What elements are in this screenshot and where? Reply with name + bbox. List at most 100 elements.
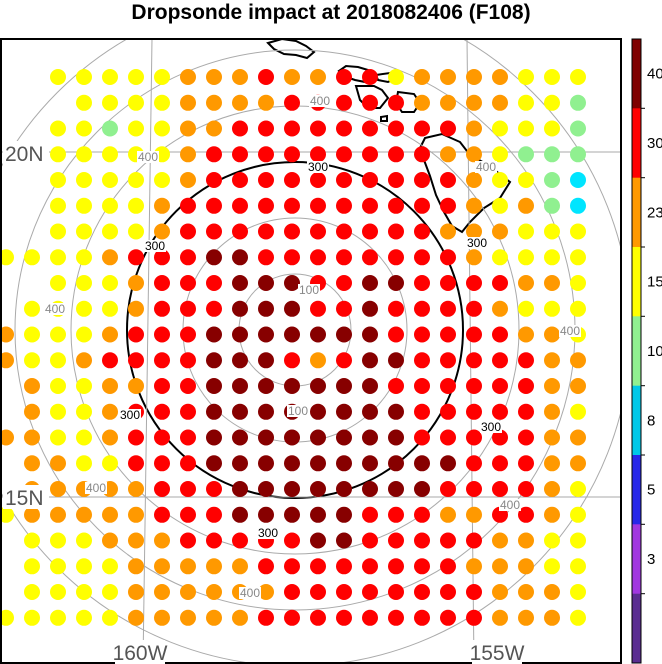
impact-point	[154, 481, 170, 497]
impact-point	[154, 94, 170, 111]
impact-point	[76, 558, 92, 575]
impact-point	[232, 378, 248, 394]
impact-point	[414, 249, 430, 266]
impact-point	[544, 197, 560, 214]
impact-point	[492, 403, 508, 420]
colorbar-segment	[632, 108, 641, 179]
impact-point	[466, 532, 482, 549]
impact-point	[388, 249, 404, 266]
impact-point	[258, 120, 274, 137]
impact-point	[232, 275, 248, 291]
impact-point	[414, 197, 430, 214]
impact-point	[570, 146, 586, 163]
impact-point	[154, 275, 170, 291]
colorbar-segment	[632, 385, 641, 456]
impact-point	[50, 249, 66, 266]
impact-point	[206, 172, 222, 188]
impact-point	[284, 609, 300, 626]
impact-point	[128, 378, 144, 394]
impact-point	[154, 352, 170, 369]
impact-point	[544, 223, 560, 240]
impact-point	[336, 300, 352, 317]
range-ring-label: 100	[288, 404, 308, 418]
impact-point	[24, 249, 40, 266]
impact-point	[154, 558, 170, 575]
impact-point	[414, 94, 430, 111]
impact-point	[102, 120, 118, 137]
impact-point	[362, 352, 378, 369]
impact-point	[284, 249, 300, 266]
impact-point	[102, 223, 118, 240]
impact-point	[258, 558, 274, 575]
impact-point	[310, 558, 326, 575]
impact-point	[102, 558, 118, 575]
impact-point	[284, 120, 300, 137]
impact-point	[414, 120, 430, 137]
axis-labels: 20N 15N 160W 155W	[3, 141, 525, 664]
impact-point	[336, 223, 352, 240]
impact-point	[284, 558, 300, 575]
impact-point	[310, 378, 326, 394]
impact-point	[154, 455, 170, 472]
impact-point	[336, 429, 352, 446]
impact-point	[76, 172, 92, 188]
impact-point	[466, 197, 482, 214]
impact-point	[206, 558, 222, 575]
impact-point	[362, 429, 378, 446]
impact-point	[440, 172, 456, 188]
impact-point	[180, 558, 196, 575]
impact-point	[206, 532, 222, 549]
impact-point	[258, 172, 274, 188]
impact-point	[544, 532, 560, 549]
impact-point	[76, 275, 92, 291]
impact-point	[466, 300, 482, 317]
impact-point	[258, 352, 274, 369]
chart-title: Dropsonde impact at 2018082406 (F108)	[131, 1, 531, 24]
range-ring-label: 400	[86, 481, 106, 495]
range-ring-label-bg	[307, 161, 329, 173]
impact-point	[284, 197, 300, 214]
impact-point	[414, 429, 430, 446]
impact-point	[180, 249, 196, 266]
impact-point	[466, 429, 482, 446]
impact-point	[206, 146, 222, 163]
impact-point	[544, 584, 560, 600]
range-ring-300	[126, 161, 464, 499]
impact-point	[570, 197, 586, 214]
impact-point	[154, 120, 170, 137]
impact-point	[362, 197, 378, 214]
impact-point	[362, 455, 378, 472]
impact-point	[128, 197, 144, 214]
impact-point	[76, 197, 92, 214]
impact-point	[24, 584, 40, 600]
impact-point	[232, 609, 248, 626]
impact-point	[232, 558, 248, 575]
impact-point	[258, 146, 274, 163]
lon-label: 155W	[470, 642, 525, 664]
impact-point	[258, 223, 274, 240]
impact-point	[232, 326, 248, 343]
impact-point	[518, 172, 534, 188]
impact-point	[466, 69, 482, 85]
impact-point	[518, 326, 534, 343]
impact-point	[440, 146, 456, 163]
impact-point	[154, 172, 170, 188]
colorbar-segment	[632, 524, 641, 595]
colorbar-tick-label: 40	[647, 66, 662, 83]
impact-point	[492, 584, 508, 600]
impact-point	[310, 506, 326, 523]
impact-point	[24, 506, 40, 523]
impact-point	[544, 558, 560, 575]
impact-point	[440, 69, 456, 85]
impact-point	[102, 300, 118, 317]
impact-point	[154, 506, 170, 523]
impact-point	[570, 352, 586, 369]
impact-point	[570, 506, 586, 523]
impact-point	[258, 94, 274, 111]
impact-point	[336, 558, 352, 575]
impact-point	[440, 249, 456, 266]
impact-point	[544, 429, 560, 446]
impact-point	[76, 429, 92, 446]
range-ring-label-bg	[298, 284, 320, 296]
impact-point	[258, 197, 274, 214]
